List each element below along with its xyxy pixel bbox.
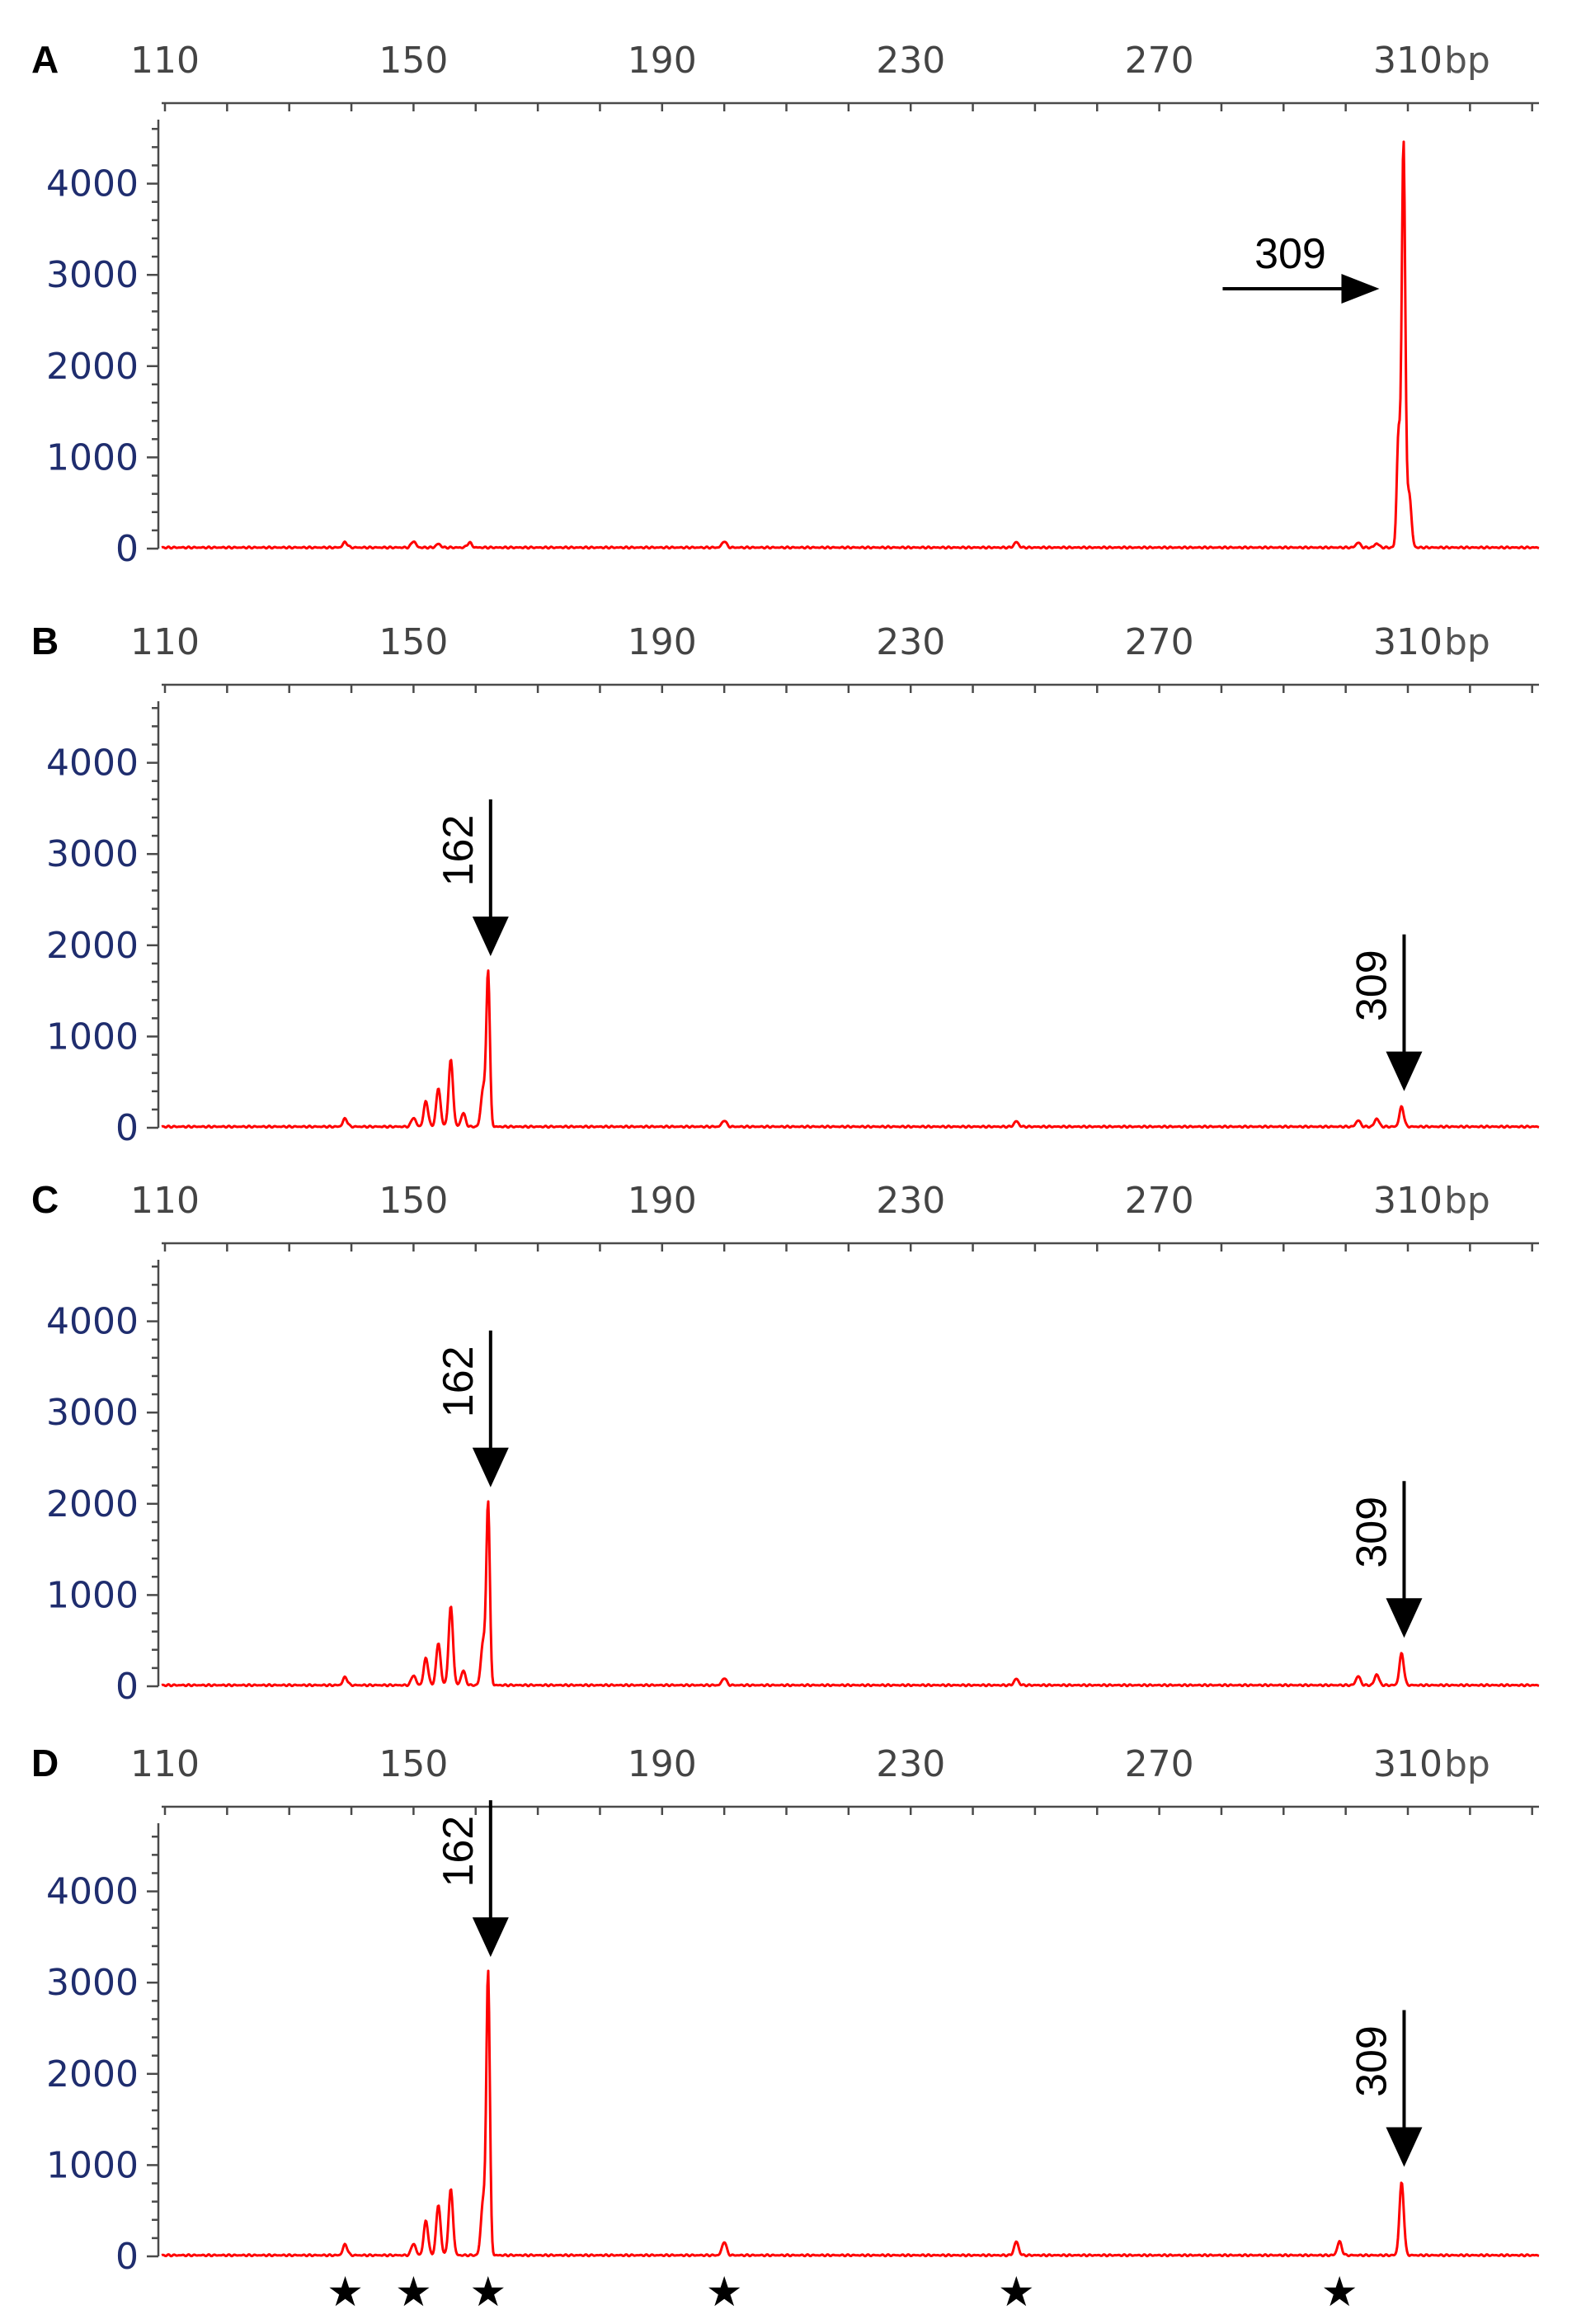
- annotation-arrow-head: [1386, 2127, 1423, 2167]
- annotation-arrow-head: [1386, 1598, 1423, 1638]
- y-tick-label: 1000: [46, 2144, 139, 2186]
- x-tick-label: 270: [1125, 1743, 1194, 1785]
- annotation-arrow-head: [472, 1447, 509, 1487]
- x-tick-label: 150: [379, 40, 448, 82]
- annotation-label: 162: [435, 1816, 482, 1888]
- x-tick-label: 230: [876, 40, 945, 82]
- x-unit-label: bp: [1444, 1743, 1490, 1785]
- y-tick-label: 1000: [46, 436, 139, 478]
- x-tick-label: 310: [1373, 1743, 1442, 1785]
- x-unit-label: bp: [1444, 621, 1490, 663]
- y-tick-label: 0: [115, 528, 139, 570]
- x-tick-label: 310: [1373, 40, 1442, 82]
- y-tick-label: 3000: [46, 254, 139, 296]
- panel-d: D 110 150 190 230 270 310 bp 0 1000 2000 3000 4000 16…: [31, 1742, 1540, 2316]
- panel-c: C 110 150 190 230 270 310 bp 0 1000 2000 3000 4000 16…: [31, 1178, 1540, 1708]
- x-tick-label: 230: [876, 1180, 945, 1222]
- x-tick-label: 270: [1125, 1180, 1194, 1222]
- annotation-label: 162: [435, 1346, 482, 1417]
- peak-marker-star: ★: [1321, 2268, 1358, 2316]
- x-tick-label: 310: [1373, 621, 1442, 663]
- x-tick-label: 190: [628, 1743, 697, 1785]
- y-tick-label: 4000: [46, 163, 139, 205]
- x-tick-label: 230: [876, 1743, 945, 1785]
- x-tick-label: 270: [1125, 40, 1194, 82]
- panel-b: B 110 150 190 230 270 310 bp 0 1000 2000 3000 4000 16…: [31, 620, 1540, 1149]
- x-tick-label: 150: [379, 1180, 448, 1222]
- annotation-arrow-head: [1341, 274, 1380, 304]
- panel-letter: A: [31, 38, 59, 81]
- trace-line: [161, 1969, 1540, 2258]
- y-tick-label: 4000: [46, 742, 139, 785]
- trace-line: [161, 1500, 1540, 1688]
- x-unit-label: bp: [1444, 40, 1490, 82]
- annotation-label: 309: [1348, 2025, 1395, 2097]
- x-tick-label: 110: [130, 1743, 200, 1785]
- annotation-label: 309: [1254, 230, 1326, 278]
- x-tick-label: 270: [1125, 621, 1194, 663]
- x-tick-label: 190: [628, 1180, 697, 1222]
- y-tick-label: 4000: [46, 1301, 139, 1343]
- y-tick-label: 1000: [46, 1574, 139, 1616]
- x-tick-label: 110: [130, 40, 200, 82]
- annotation-label: 162: [435, 815, 482, 887]
- x-tick-label: 110: [130, 1180, 200, 1222]
- x-tick-label: 190: [628, 40, 697, 82]
- annotation-label: 309: [1348, 950, 1395, 1021]
- peak-marker-star: ★: [706, 2268, 743, 2316]
- y-tick-label: 2000: [46, 346, 139, 388]
- peak-marker-star: ★: [469, 2268, 506, 2316]
- annotation-arrow-head: [472, 1917, 509, 1958]
- x-tick-label: 190: [628, 621, 697, 663]
- peak-marker-star: ★: [395, 2268, 432, 2316]
- panel-letter: C: [31, 1178, 59, 1221]
- x-tick-label: 310: [1373, 1180, 1442, 1222]
- y-tick-label: 3000: [46, 1962, 139, 2004]
- y-tick-label: 0: [115, 1666, 139, 1708]
- trace-line: [161, 969, 1540, 1129]
- x-tick-label: 150: [379, 1743, 448, 1785]
- y-tick-label: 2000: [46, 1483, 139, 1525]
- peak-marker-star: ★: [327, 2268, 364, 2316]
- y-tick-label: 3000: [46, 833, 139, 875]
- panel-letter: B: [31, 620, 59, 662]
- panel-letter: D: [31, 1742, 59, 1784]
- x-tick-label: 150: [379, 621, 448, 663]
- annotation-arrow-head: [1386, 1051, 1423, 1091]
- y-tick-label: 1000: [46, 1016, 139, 1058]
- x-unit-label: bp: [1444, 1180, 1490, 1222]
- annotation-arrow-head: [472, 916, 509, 956]
- trace-line: [161, 140, 1540, 550]
- panel-a: A 110 150 190 230 270 310 bp 0 1000 2000 3000 4000 30…: [31, 38, 1540, 570]
- x-tick-label: 110: [130, 621, 200, 663]
- y-tick-label: 2000: [46, 925, 139, 967]
- peak-marker-star: ★: [998, 2268, 1035, 2316]
- y-tick-label: 0: [115, 1107, 139, 1149]
- y-tick-label: 3000: [46, 1392, 139, 1434]
- y-tick-label: 2000: [46, 2053, 139, 2095]
- y-tick-label: 0: [115, 2236, 139, 2278]
- x-tick-label: 230: [876, 621, 945, 663]
- y-tick-label: 4000: [46, 1871, 139, 1913]
- annotation-label: 309: [1348, 1497, 1395, 1568]
